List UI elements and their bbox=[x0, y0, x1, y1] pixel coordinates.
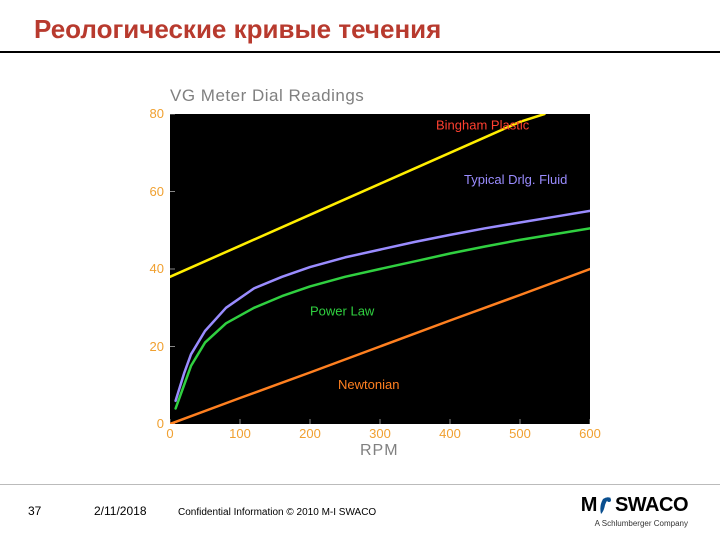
logo-subtitle: A Schlumberger Company bbox=[581, 519, 688, 528]
chart-svg: Bingham Plastic Typical Drlg. Fluid Power … bbox=[170, 114, 590, 424]
x-tick-label: 300 bbox=[360, 426, 400, 441]
page-number: 37 bbox=[28, 504, 41, 518]
logo-swaco: SWACO bbox=[615, 494, 688, 517]
x-tick-label: 500 bbox=[500, 426, 540, 441]
series-label: Typical Drlg. Fluid bbox=[464, 172, 567, 187]
x-tick-label: 0 bbox=[150, 426, 190, 441]
x-tick-label: 100 bbox=[220, 426, 260, 441]
x-tick-label: 400 bbox=[430, 426, 470, 441]
footer-confidential: Confidential Information © 2010 M-I SWAC… bbox=[178, 507, 376, 518]
y-tick-label: 20 bbox=[134, 339, 164, 354]
x-tick-label: 600 bbox=[570, 426, 610, 441]
footer-date: 2/11/2018 bbox=[94, 504, 147, 518]
series-label: Newtonian bbox=[338, 377, 399, 392]
logo-m: M bbox=[581, 494, 597, 517]
logo: M SWACO A Schlumberger Company bbox=[581, 494, 688, 528]
x-tick-label: 200 bbox=[290, 426, 330, 441]
logo-swoosh-icon bbox=[598, 496, 614, 516]
series-label: Bingham Plastic bbox=[436, 118, 530, 133]
chart-plot: Bingham Plastic Typical Drlg. Fluid Power … bbox=[170, 114, 590, 424]
title-divider bbox=[0, 51, 720, 53]
series-label: Power Law bbox=[310, 304, 375, 319]
y-tick-label: 80 bbox=[134, 106, 164, 121]
slide: Реологические кривые течения VG Meter Di… bbox=[0, 0, 720, 540]
chart-xlabel: RPM bbox=[360, 442, 399, 460]
slide-title: Реологические кривые течения bbox=[0, 0, 720, 51]
chart-title: VG Meter Dial Readings bbox=[170, 86, 364, 106]
y-tick-label: 40 bbox=[134, 261, 164, 276]
footer: 37 2/11/2018 Confidential Information © … bbox=[0, 484, 720, 540]
logo-main: M SWACO bbox=[581, 494, 688, 517]
chart-container: VG Meter Dial Readings Bingham Plastic Ty… bbox=[120, 84, 620, 464]
y-tick-label: 60 bbox=[134, 184, 164, 199]
